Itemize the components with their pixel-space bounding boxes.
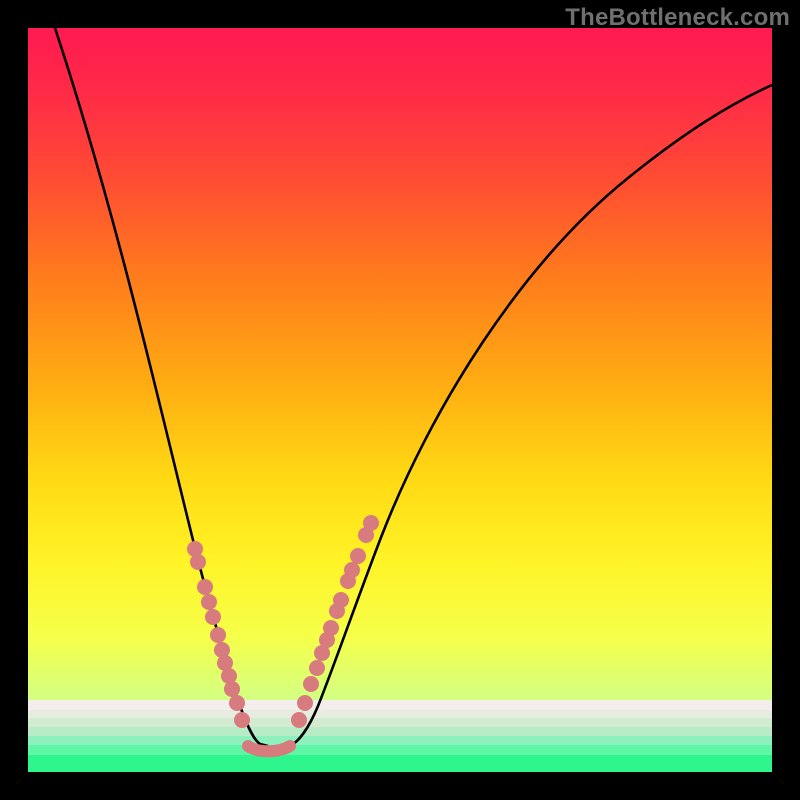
data-dot (323, 620, 339, 636)
chart-canvas: TheBottleneck.com (0, 0, 800, 800)
data-dot (297, 695, 313, 711)
watermark: TheBottleneck.com (565, 4, 790, 32)
data-dot (201, 594, 217, 610)
data-dot (224, 681, 240, 697)
data-dot (309, 660, 325, 676)
data-dot (234, 712, 250, 728)
data-dot (205, 609, 221, 625)
data-dot (229, 695, 245, 711)
bottom-color-bands (28, 700, 772, 772)
data-dot (363, 515, 379, 531)
data-dot (197, 579, 213, 595)
bottleneck-curve-chart (0, 0, 800, 800)
data-dot (190, 554, 206, 570)
data-dot (210, 627, 226, 643)
data-dot (350, 548, 366, 564)
data-dot (291, 712, 307, 728)
data-dot (333, 592, 349, 608)
data-dot (303, 676, 319, 692)
vertex-connector (248, 746, 290, 751)
gradient-background (28, 28, 772, 772)
data-dot (344, 562, 360, 578)
